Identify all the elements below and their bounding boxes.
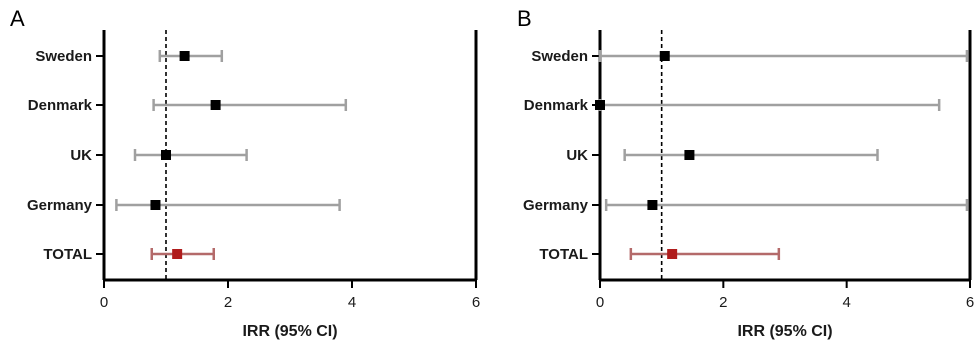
point-estimate-marker — [667, 249, 678, 259]
point-estimate-marker — [179, 51, 190, 61]
x-tick-label: 2 — [719, 294, 727, 311]
point-estimate-marker — [210, 100, 221, 110]
x-axis-title: IRR (95% CI) — [737, 323, 832, 340]
point-estimate-marker — [595, 100, 605, 110]
x-tick-label: 6 — [966, 294, 974, 311]
category-label-uk: UK — [566, 147, 588, 164]
category-label-denmark: Denmark — [28, 97, 93, 114]
category-label-total: TOTAL — [43, 246, 92, 263]
panel-a: A 0 2 4 6 IRR (95% CI) Sweden Denmark UK Germany T… — [10, 6, 480, 340]
x-tick-label: 6 — [472, 294, 480, 311]
point-estimate-marker — [161, 150, 171, 160]
point-estimate-marker — [172, 249, 183, 259]
point-estimate-marker — [150, 200, 161, 210]
panel-b: B 0 2 4 6 IRR (95% CI) Sweden Denmark UK Germany T… — [517, 6, 974, 340]
x-tick-label: 4 — [348, 294, 356, 311]
category-label-denmark: Denmark — [524, 97, 589, 114]
point-estimate-marker — [659, 51, 670, 61]
category-label-sweden: Sweden — [35, 48, 92, 65]
x-tick-label: 2 — [224, 294, 232, 311]
category-label-total: TOTAL — [539, 246, 588, 263]
category-label-germany: Germany — [27, 197, 93, 214]
point-estimate-marker — [647, 200, 658, 210]
panel-letter: B — [517, 6, 532, 31]
category-label-uk: UK — [70, 147, 92, 164]
point-estimate-marker — [684, 150, 695, 160]
panel-letter: A — [10, 6, 25, 31]
x-tick-label: 4 — [842, 294, 850, 311]
x-tick-label: 0 — [100, 294, 108, 311]
category-label-sweden: Sweden — [531, 48, 588, 65]
category-label-germany: Germany — [523, 197, 589, 214]
x-axis-title: IRR (95% CI) — [242, 323, 337, 340]
x-tick-label: 0 — [596, 294, 604, 311]
